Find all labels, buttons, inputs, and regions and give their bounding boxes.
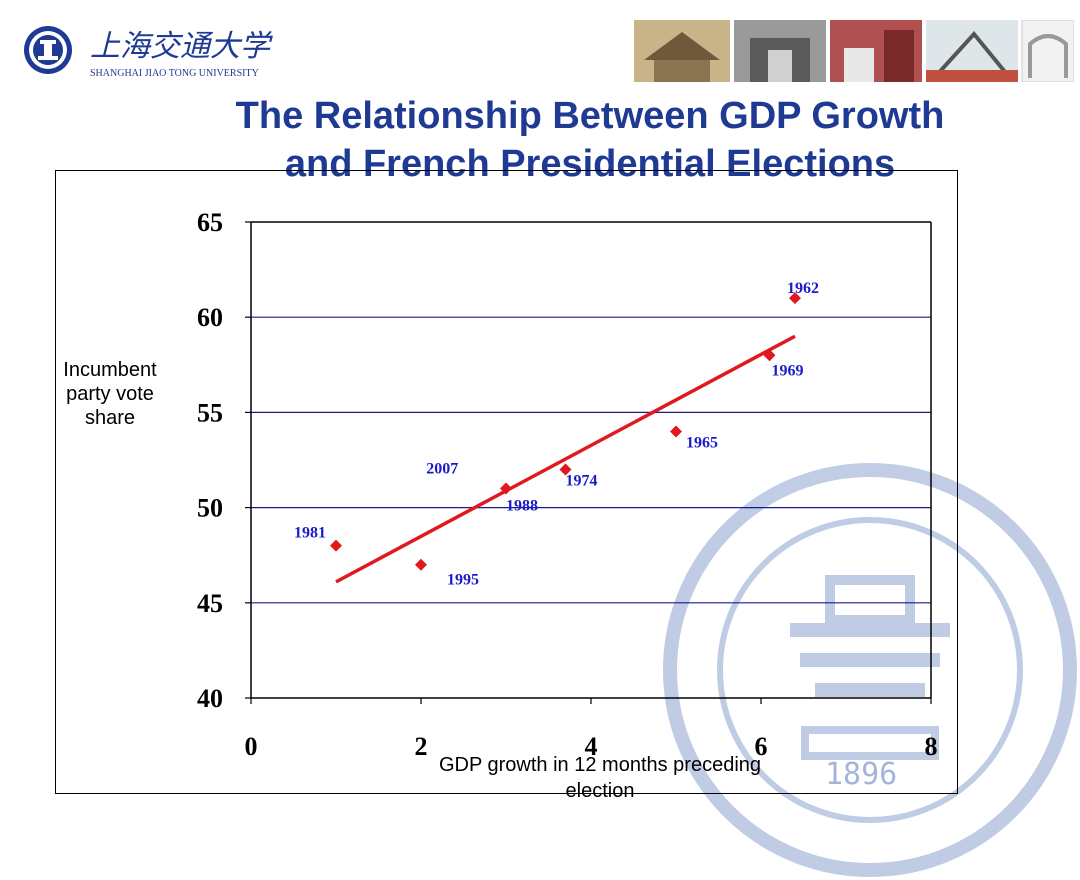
y-tick-label-60: 60 — [197, 303, 223, 332]
data-points — [330, 292, 801, 571]
x-axis-label: GDP growth in 12 months preceding electi… — [438, 754, 762, 802]
point-1962 — [789, 292, 801, 305]
x-tick-label-6: 6 — [755, 732, 768, 761]
point-1995 — [415, 558, 427, 571]
point-label-1988: 1988 — [506, 498, 538, 515]
y-axis-label: Incumbent party vote share — [63, 359, 157, 429]
point-1988 — [500, 482, 512, 495]
point-1981 — [330, 539, 342, 552]
university-seal-watermark: 1896 — [663, 463, 1077, 877]
point-1969 — [763, 349, 776, 362]
watermark-year: 1896 — [825, 757, 897, 792]
slide-title-line-1: The Relationship Between GDP Growth — [235, 95, 945, 137]
axes: 40 45 50 55 60 65 0 2 4 6 8 — [197, 208, 938, 761]
point-labels: 1962 1969 1965 1974 1988 1981 1995 2007 — [294, 280, 819, 589]
university-name-cn: 上海交通大学 — [90, 29, 273, 64]
x-tick-label-2: 2 — [415, 732, 428, 761]
x-tick-label-0: 0 — [245, 732, 258, 761]
campus-photo-strip — [634, 20, 1074, 82]
university-logo: 上海交通大学 SHANGHAI JIAO TONG UNIVERSITY — [24, 26, 273, 79]
trend-layer — [335, 334, 796, 584]
point-label-1969: 1969 — [772, 362, 804, 379]
y-tick-label-50: 50 — [197, 494, 223, 523]
point-1974 — [559, 463, 572, 476]
slide-title: The Relationship Between GDP Growth and … — [140, 92, 1040, 188]
y-tick-label-65: 65 — [197, 208, 223, 237]
slide-title-line-2: and French Presidential Elections — [284, 143, 896, 185]
x-tick-label-4: 4 — [585, 732, 598, 761]
chart-frame — [55, 170, 958, 794]
point-label-1974: 1974 — [566, 473, 598, 490]
point-1965 — [670, 425, 682, 438]
university-name-en: SHANGHAI JIAO TONG UNIVERSITY — [90, 68, 259, 79]
x-tick-label-8: 8 — [925, 732, 938, 761]
seal-icon — [24, 26, 72, 74]
y-tick-label-45: 45 — [197, 589, 223, 618]
annotation-2007: 2007 — [426, 461, 458, 478]
point-label-1981: 1981 — [294, 525, 326, 542]
y-tick-label-55: 55 — [197, 398, 223, 427]
point-label-1995: 1995 — [447, 572, 479, 589]
trend-line — [335, 334, 796, 584]
grid-lines — [251, 316, 931, 604]
point-label-1962: 1962 — [787, 280, 819, 297]
point-label-1965: 1965 — [686, 434, 718, 451]
y-tick-label-40: 40 — [197, 684, 223, 713]
